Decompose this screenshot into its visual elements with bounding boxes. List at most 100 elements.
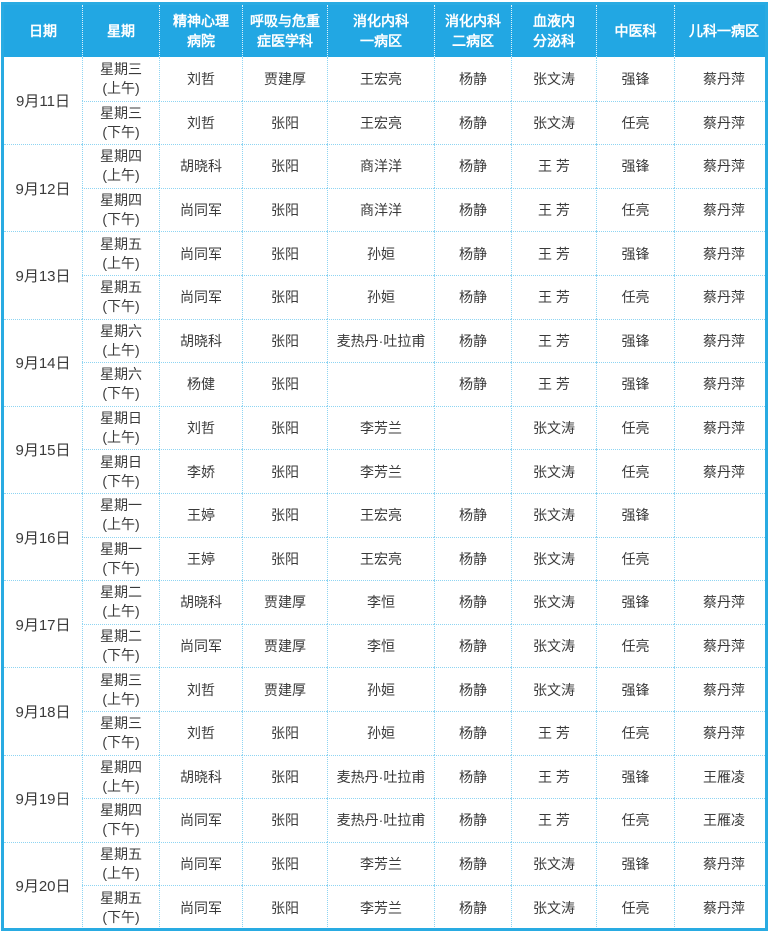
doctor-name-cell: 蔡丹萍 (674, 362, 765, 406)
weekday-label: 星期五 (100, 889, 142, 906)
doctor-name-cell: 任亮 (596, 536, 674, 581)
doctor-name-cell: 杨静 (434, 274, 511, 319)
weekday-cell: 星期六 (上午) (82, 318, 159, 363)
doctor-name-cell: 任亮 (596, 187, 674, 232)
schedule-row: 星期日 (下午) 李娇 张阳 李芳兰 张文涛 任亮 蔡丹萍 (4, 449, 765, 493)
weekday-label: 星期日 (100, 453, 142, 470)
doctor-name-cell: 李恒 (327, 580, 434, 624)
doctor-name-cell: 尚同军 (159, 231, 242, 275)
period-label: (下午) (102, 123, 140, 140)
column-header-6: 消化内科 二病区 (434, 5, 511, 57)
weekday-label: 星期一 (100, 540, 142, 557)
doctor-name-cell: 杨静 (434, 362, 511, 406)
doctor-name-cell: 王 芳 (511, 362, 596, 406)
weekday-label: 星期四 (100, 758, 142, 775)
weekday-label: 星期六 (100, 322, 142, 339)
doctor-name-cell: 王宏亮 (327, 57, 434, 101)
duty-roster-table: 日期 星期 精神心理 病院 呼吸与危重 症医学科 消化内科 一病区 消化内科 二病区 血液内 分泌科中… (4, 5, 765, 928)
doctor-name-cell: 杨静 (434, 100, 511, 145)
doctor-name-cell: 贾建厚 (242, 57, 327, 101)
doctor-name-cell: 强锋 (596, 492, 674, 537)
doctor-name-cell: 孙姮 (327, 231, 434, 275)
doctor-name-cell (674, 492, 765, 537)
doctor-name-cell (674, 536, 765, 581)
doctor-name-cell: 尚同军 (159, 187, 242, 232)
doctor-name-cell (327, 362, 434, 406)
doctor-name-cell: 张文涛 (511, 492, 596, 537)
doctor-name-cell: 杨静 (434, 710, 511, 755)
schedule-row: 星期三 (下午) 刘哲 张阳 王宏亮 杨静 张文涛 任亮 蔡丹萍 (4, 100, 765, 145)
period-label: (下午) (102, 298, 140, 315)
doctor-name-cell: 尚同军 (159, 885, 242, 928)
doctor-name-cell: 商洋洋 (327, 144, 434, 188)
weekday-label: 星期三 (100, 60, 142, 77)
period-label: (下午) (102, 647, 140, 664)
weekday-cell: 星期五 (下午) (82, 274, 159, 319)
weekday-cell: 星期三 (上午) (82, 667, 159, 711)
doctor-name-cell: 蔡丹萍 (674, 100, 765, 145)
weekday-cell: 星期二 (下午) (82, 623, 159, 668)
schedule-row: 星期五 (下午) 尚同军 张阳 李芳兰 杨静 张文涛 任亮 蔡丹萍 (4, 885, 765, 928)
doctor-name-cell: 蔡丹萍 (674, 841, 765, 886)
column-header-4: 呼吸与危重 症医学科 (242, 5, 327, 57)
doctor-name-cell: 张文涛 (511, 623, 596, 668)
doctor-name-cell: 蔡丹萍 (674, 144, 765, 188)
doctor-name-cell: 尚同军 (159, 841, 242, 886)
weekday-label: 星期三 (100, 671, 142, 688)
doctor-name-cell: 强锋 (596, 667, 674, 711)
doctor-name-cell: 王 芳 (511, 798, 596, 842)
date-cell: 9月11日 (4, 57, 82, 145)
doctor-name-cell: 强锋 (596, 144, 674, 188)
period-label: (下午) (102, 472, 140, 489)
period-label: (上午) (102, 603, 140, 620)
doctor-name-cell: 蔡丹萍 (674, 318, 765, 363)
doctor-name-cell: 王雁凌 (674, 754, 765, 799)
doctor-name-cell: 蔡丹萍 (674, 885, 765, 928)
period-label: (下午) (102, 385, 140, 402)
weekday-label: 星期二 (100, 628, 142, 645)
column-header-7: 血液内 分泌科 (511, 5, 596, 57)
doctor-name-cell: 张阳 (242, 318, 327, 363)
schedule-row: 9月14日 星期六 (上午) 胡晓科 张阳 麦热丹·吐拉甫 杨静王 芳强锋 蔡丹萍 (4, 318, 765, 406)
doctor-name-cell: 王 芳 (511, 754, 596, 799)
schedule-row: 星期四 (下午) 尚同军 张阳 麦热丹·吐拉甫 杨静王 芳任亮 王雁凌 (4, 798, 765, 842)
doctor-name-cell: 张阳 (242, 710, 327, 755)
doctor-name-cell: 蔡丹萍 (674, 667, 765, 711)
doctor-name-cell: 孙姮 (327, 667, 434, 711)
doctor-name-cell: 张文涛 (511, 841, 596, 886)
doctor-name-cell: 刘哲 (159, 405, 242, 450)
period-label: (上午) (102, 341, 140, 358)
doctor-name-cell: 蔡丹萍 (674, 274, 765, 319)
doctor-name-cell: 杨静 (434, 754, 511, 799)
period-label: (上午) (102, 79, 140, 96)
doctor-name-cell: 王婷 (159, 492, 242, 537)
weekday-label: 星期四 (100, 192, 142, 209)
weekday-cell: 星期三 (下午) (82, 710, 159, 755)
schedule-row: 9月16日 星期一 (上午) 王婷 张阳 王宏亮 杨静 张文涛 强锋 (4, 492, 765, 581)
column-header-9: 儿科一病区 (674, 5, 765, 57)
doctor-name-cell: 强锋 (596, 231, 674, 275)
weekday-cell: 星期四 (下午) (82, 798, 159, 842)
weekday-label: 星期五 (100, 279, 142, 296)
schedule-row: 星期六 (下午) 杨健 张阳 杨静王 芳强锋 蔡丹萍 (4, 362, 765, 406)
doctor-name-cell: 张阳 (242, 187, 327, 232)
column-header-8: 中医科 (596, 5, 674, 57)
doctor-name-cell: 张阳 (242, 144, 327, 188)
weekday-cell: 星期日 (下午) (82, 449, 159, 493)
doctor-name-cell: 张阳 (242, 449, 327, 493)
date-cell: 9月12日 (4, 144, 82, 232)
date-cell: 9月14日 (4, 318, 82, 406)
doctor-name-cell: 任亮 (596, 274, 674, 319)
doctor-name-cell: 麦热丹·吐拉甫 (327, 754, 434, 799)
doctor-name-cell: 强锋 (596, 57, 674, 101)
doctor-name-cell: 强锋 (596, 362, 674, 406)
doctor-name-cell: 李娇 (159, 449, 242, 493)
doctor-name-cell: 张阳 (242, 885, 327, 928)
weekday-cell: 星期四 (上午) (82, 754, 159, 799)
doctor-name-cell: 蔡丹萍 (674, 710, 765, 755)
weekday-cell: 星期四 (上午) (82, 144, 159, 188)
schedule-row: 星期四 (下午) 尚同军 张阳 商洋洋 杨静王 芳任亮 蔡丹萍 (4, 187, 765, 232)
weekday-cell: 星期六 (下午) (82, 362, 159, 406)
doctor-name-cell: 蔡丹萍 (674, 187, 765, 232)
doctor-name-cell: 任亮 (596, 623, 674, 668)
